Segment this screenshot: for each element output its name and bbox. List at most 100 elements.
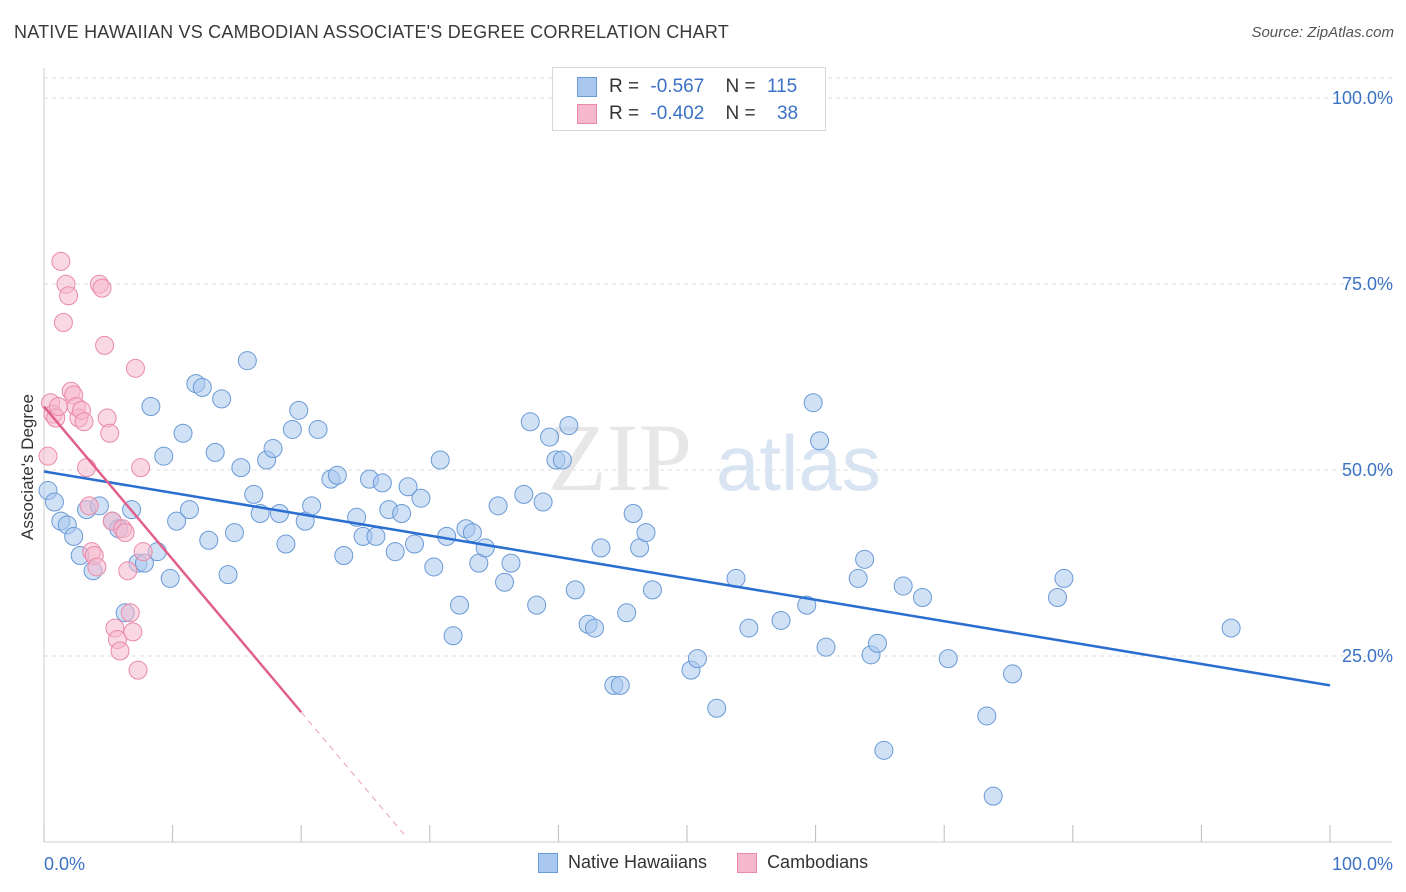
data-point [893, 576, 913, 596]
data-point [120, 603, 140, 623]
data-point [302, 496, 322, 516]
y-axis-label: Associate's Degree [18, 394, 37, 540]
data-point [48, 397, 68, 417]
data-point [1221, 618, 1241, 638]
data-point [816, 637, 836, 657]
r-value: -0.402 [650, 103, 705, 124]
data-point [95, 335, 115, 355]
data-point [687, 649, 707, 669]
series-native-hawaiians [38, 351, 1241, 806]
n-value: 38 [776, 103, 799, 124]
data-point [424, 557, 444, 577]
r-label: R = [609, 76, 640, 97]
series-legend: Native Hawaiians Cambodians [538, 852, 898, 873]
data-point [224, 523, 244, 543]
data-point [167, 511, 187, 531]
data-point [867, 633, 887, 653]
data-point [79, 496, 99, 516]
data-point [263, 439, 283, 459]
data-point [212, 389, 232, 409]
data-point [100, 423, 120, 443]
trend-line-cambodians [43, 405, 303, 713]
legend-swatch-pink [737, 852, 758, 873]
data-point [585, 618, 605, 638]
data-point [977, 706, 997, 726]
stats-text: R = -0.567 N = 115 [609, 76, 797, 98]
data-point [372, 473, 392, 493]
data-point [51, 251, 71, 271]
data-point [77, 458, 97, 478]
data-point [334, 546, 354, 565]
x-tick-label: 100.0% [1332, 854, 1393, 874]
data-point [92, 278, 112, 298]
data-point [411, 488, 431, 508]
data-point [308, 419, 328, 439]
data-point [810, 431, 830, 451]
chart-title: NATIVE HAWAIIAN VS CAMBODIAN ASSOCIATE'S… [14, 22, 729, 42]
data-point [520, 412, 540, 432]
data-point [559, 416, 579, 436]
data-point [199, 530, 219, 550]
data-point [327, 465, 347, 485]
n-label: N = [725, 76, 756, 97]
trend-lines [43, 405, 1331, 835]
legend-label: Cambodians [767, 852, 869, 872]
x-tick-label: 0.0% [44, 854, 85, 874]
data-point [707, 698, 727, 718]
data-point [610, 675, 630, 695]
data-point [64, 526, 84, 546]
data-point [983, 786, 1003, 806]
data-point [739, 618, 759, 638]
data-point [938, 649, 958, 669]
data-point [385, 542, 405, 562]
data-point [1054, 568, 1074, 588]
data-point [617, 603, 637, 623]
legend-label: Native Hawaiians [568, 852, 708, 872]
data-point [855, 549, 875, 569]
data-point [160, 568, 180, 588]
data-point [74, 412, 94, 432]
data-point [912, 588, 932, 608]
data-point [218, 565, 238, 585]
data-point [405, 534, 425, 554]
data-point [133, 542, 153, 562]
data-point [591, 538, 611, 558]
data-point [462, 523, 482, 543]
data-point [128, 660, 148, 680]
data-point [527, 595, 547, 615]
data-point [366, 526, 386, 546]
data-point [636, 523, 656, 543]
data-point [623, 503, 643, 523]
data-point [533, 492, 553, 512]
data-point [803, 393, 823, 413]
trend-line-native-hawaiians [43, 470, 1331, 687]
data-point [269, 503, 289, 523]
data-point [53, 312, 73, 332]
data-point [1048, 588, 1068, 608]
y-tick-label: 100.0% [1332, 88, 1393, 108]
data-point [540, 427, 560, 447]
data-point [59, 286, 79, 306]
legend-item-native-hawaiians[interactable]: Native Hawaiians [538, 852, 707, 873]
data-point [642, 580, 662, 600]
watermark-atlas: atlas [716, 419, 881, 507]
data-point [430, 450, 450, 470]
data-point [450, 595, 470, 615]
data-point [205, 442, 225, 462]
data-point [44, 492, 64, 512]
legend-item-cambodians[interactable]: Cambodians [737, 852, 868, 873]
data-point [475, 538, 495, 558]
data-point [443, 626, 463, 646]
trend-line-cambodians-extension [300, 711, 405, 835]
data-point [118, 561, 138, 581]
data-point [141, 397, 161, 417]
data-point [514, 484, 534, 504]
data-point [392, 503, 412, 523]
legend-swatch-blue [538, 852, 558, 873]
data-point [1003, 664, 1022, 684]
tick-labels: 25.0% 50.0% 75.0% 100.0% 0.0% 100.0% [44, 88, 1393, 874]
data-point [179, 500, 199, 520]
data-point [282, 419, 302, 439]
r-value: -0.567 [650, 76, 705, 97]
